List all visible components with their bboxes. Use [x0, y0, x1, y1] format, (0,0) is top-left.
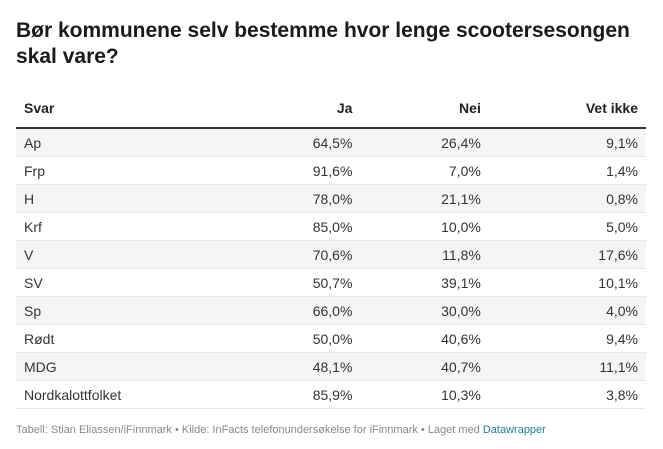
cell-party: Sp [16, 296, 232, 325]
cell-nei: 39,1% [360, 268, 489, 297]
cell-ja: 50,7% [232, 268, 361, 297]
column-header-ja[interactable]: Ja [232, 88, 361, 129]
cell-vet-ikke: 1,4% [488, 156, 646, 185]
table-row: Sp 66,0% 30,0% 4,0% [16, 296, 646, 325]
cell-ja: 85,9% [232, 380, 361, 409]
column-header-vet-ikke[interactable]: Vet ikke [488, 88, 646, 129]
cell-party: V [16, 240, 232, 269]
cell-nei: 26,4% [360, 128, 489, 157]
cell-party: H [16, 184, 232, 213]
table-row: Ap 64,5% 26,4% 9,1% [16, 128, 646, 157]
footer-credits: Tabell: Stian Eliassen/iFinnmark • Kilde… [16, 424, 483, 436]
cell-ja: 50,0% [232, 324, 361, 353]
cell-party: SV [16, 268, 232, 297]
cell-nei: 11,8% [360, 240, 489, 269]
table-row: Krf 85,0% 10,0% 5,0% [16, 212, 646, 241]
table-row: Rødt 50,0% 40,6% 9,4% [16, 324, 646, 353]
cell-nei: 21,1% [360, 184, 489, 213]
column-header-nei[interactable]: Nei [360, 88, 489, 129]
table-row: MDG 48,1% 40,7% 11,1% [16, 352, 646, 381]
table-row: Frp 91,6% 7,0% 1,4% [16, 156, 646, 185]
cell-vet-ikke: 17,6% [488, 240, 646, 269]
cell-party: Ap [16, 128, 232, 157]
table-row: V 70,6% 11,8% 17,6% [16, 240, 646, 269]
cell-ja: 66,0% [232, 296, 361, 325]
cell-nei: 10,0% [360, 212, 489, 241]
cell-vet-ikke: 3,8% [488, 380, 646, 409]
datawrapper-link[interactable]: Datawrapper [482, 424, 546, 436]
cell-vet-ikke: 10,1% [488, 268, 646, 297]
cell-vet-ikke: 4,0% [488, 296, 646, 325]
cell-nei: 10,3% [360, 380, 489, 409]
chart-title: Bør kommunene selv bestemme hvor lenge s… [16, 19, 630, 68]
header-row: Svar Ja Nei Vet ikke [16, 88, 646, 129]
cell-vet-ikke: 5,0% [488, 212, 646, 241]
table-row: H 78,0% 21,1% 0,8% [16, 184, 646, 213]
data-table: Svar Ja Nei Vet ikke Ap 64,5% 26,4% 9,1% Frp… [16, 88, 646, 409]
cell-ja: 48,1% [232, 352, 361, 381]
cell-nei: 40,6% [360, 324, 489, 353]
cell-vet-ikke: 11,1% [488, 352, 646, 381]
cell-ja: 70,6% [232, 240, 361, 269]
cell-party: Krf [16, 212, 232, 241]
source-footer: Tabell: Stian Eliassen/iFinnmark • Kilde… [16, 424, 546, 436]
cell-nei: 40,7% [360, 352, 489, 381]
cell-vet-ikke: 9,1% [488, 128, 646, 157]
cell-party: MDG [16, 352, 232, 381]
cell-party: Frp [16, 156, 232, 185]
table-body: Ap 64,5% 26,4% 9,1% Frp 91,6% 7,0% 1,4% H 78,0% 21… [16, 128, 646, 409]
cell-vet-ikke: 0,8% [488, 184, 646, 213]
cell-nei: 7,0% [360, 156, 489, 185]
column-header-svar[interactable]: Svar [16, 88, 232, 129]
cell-party: Nordkalottfolket [16, 380, 232, 409]
cell-vet-ikke: 9,4% [488, 324, 646, 353]
cell-ja: 78,0% [232, 184, 361, 213]
table-row: SV 50,7% 39,1% 10,1% [16, 268, 646, 297]
cell-nei: 30,0% [360, 296, 489, 325]
cell-ja: 64,5% [232, 128, 361, 157]
cell-ja: 85,0% [232, 212, 361, 241]
cell-ja: 91,6% [232, 156, 361, 185]
cell-party: Rødt [16, 324, 232, 353]
chart-container: Bør kommunene selv bestemme hvor lenge s… [16, 19, 646, 436]
table-row: Nordkalottfolket 85,9% 10,3% 3,8% [16, 380, 646, 409]
